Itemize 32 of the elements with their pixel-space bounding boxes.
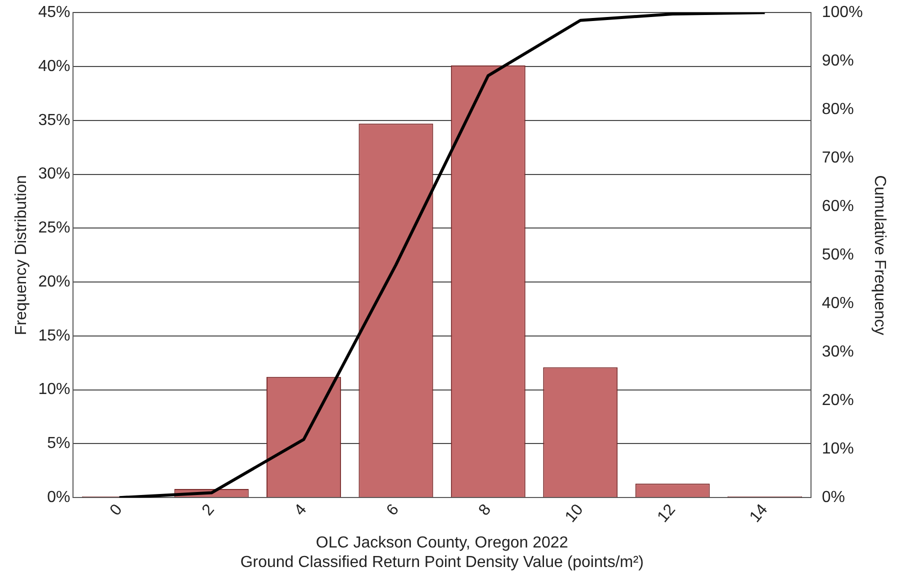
- y-tick-label: 35%: [38, 112, 70, 129]
- y-tick-label: 25%: [38, 220, 70, 237]
- x-tick-label: 0: [107, 501, 126, 520]
- y2-tick-label: 40%: [822, 295, 854, 312]
- y2-tick-label: 30%: [822, 344, 854, 361]
- y-tick-label: 15%: [38, 327, 70, 344]
- x-tick-label: 8: [476, 501, 495, 520]
- y-tick-label: 5%: [47, 435, 70, 452]
- x-tick-label: 10: [562, 501, 587, 526]
- y2-tick-label: 100%: [822, 4, 863, 22]
- y2-tick-label: 10%: [822, 440, 854, 458]
- y-tick-label: 10%: [38, 381, 70, 398]
- y2-tick-label: 70%: [822, 150, 854, 167]
- x-tick-label: 2: [199, 501, 218, 520]
- y2-tick-label: 20%: [822, 392, 854, 410]
- x-tick-label: 12: [654, 501, 680, 526]
- y2-axis-title: Cumulative Frequency: [870, 175, 888, 336]
- y2-tick-label: 90%: [822, 52, 854, 70]
- y2-tick-label: 60%: [822, 198, 854, 216]
- y-axis-title: Frequency Distribution: [13, 175, 30, 336]
- y2-tick-label: 50%: [822, 246, 854, 264]
- y-tick-label: 20%: [38, 273, 70, 290]
- y-tick-label: 45%: [38, 4, 70, 22]
- x-tick-label: 4: [291, 501, 310, 520]
- x-tick-label: 14: [746, 501, 772, 526]
- y-tick-label: 40%: [38, 58, 70, 75]
- y-tick-label: 0%: [47, 489, 70, 506]
- x-tick-label: 6: [384, 501, 402, 520]
- y-tick-label: 30%: [38, 166, 70, 183]
- y2-tick-label: 0%: [822, 489, 846, 506]
- x-axis-title: OLC Jackson County, Oregon 2022 Ground Classified Return Point Density Value (points/m²): [240, 534, 644, 571]
- y2-tick-label: 80%: [822, 101, 854, 118]
